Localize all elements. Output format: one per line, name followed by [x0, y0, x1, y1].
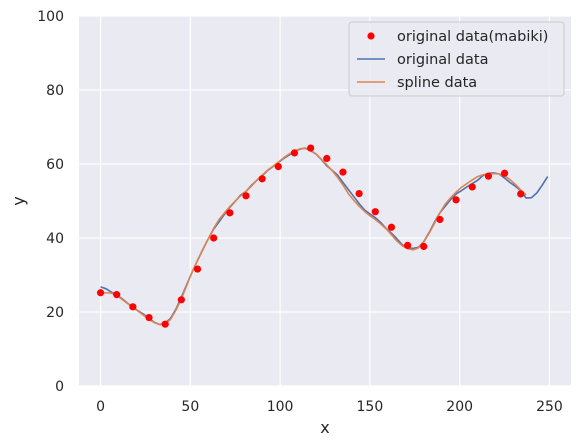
legend-label: spline data: [397, 75, 477, 91]
y-tick-label: 0: [55, 379, 64, 395]
tick-labels: 0 50 100 150 200 250 0 20 40 60 80 100: [37, 9, 563, 415]
data-point: [484, 172, 493, 180]
x-tick-label: 100: [267, 399, 294, 415]
data-point: [258, 175, 266, 183]
data-point: [371, 208, 379, 216]
y-tick-label: 100: [37, 9, 64, 25]
data-point: [307, 144, 315, 152]
data-point: [193, 265, 202, 273]
data-point: [468, 183, 476, 191]
series-layer: [96, 144, 549, 328]
data-point: [177, 296, 185, 304]
x-axis-label: x: [320, 418, 329, 437]
x-tick-label: 0: [96, 399, 105, 415]
data-point: [436, 215, 444, 224]
x-tick-label: 50: [181, 399, 199, 415]
data-point: [242, 192, 250, 200]
data-point: [355, 190, 363, 198]
x-tick-label: 200: [446, 399, 473, 415]
data-point: [210, 234, 218, 242]
x-tick-label: 250: [536, 399, 563, 415]
data-point: [96, 289, 105, 297]
legend-box: [348, 21, 565, 97]
data-point: [420, 242, 428, 251]
data-point: [339, 168, 347, 176]
y-tick-label: 80: [46, 83, 64, 99]
data-point: [517, 190, 525, 198]
legend-marker-dot: [367, 32, 375, 40]
data-point: [145, 313, 153, 322]
legend-label: original data: [397, 52, 488, 68]
data-point: [113, 291, 121, 299]
data-point: [226, 209, 234, 217]
y-tick-label: 60: [46, 157, 64, 173]
data-point: [323, 154, 331, 163]
y-tick-label: 40: [46, 231, 64, 247]
data-point: [161, 320, 169, 328]
y-axis-label: y: [9, 196, 28, 205]
y-tick-label: 20: [46, 305, 64, 321]
legend: original data(mabiki) original data spline…: [348, 21, 565, 97]
data-point: [403, 241, 412, 249]
series-line-spline-data: [100, 147, 527, 326]
data-point: [129, 303, 137, 311]
data-point: [500, 169, 509, 177]
data-point: [452, 196, 460, 204]
legend-label: original data(mabiki): [397, 29, 548, 45]
data-point: [290, 149, 299, 157]
data-point: [274, 162, 282, 171]
x-tick-label: 150: [357, 399, 384, 415]
data-point: [387, 223, 396, 231]
